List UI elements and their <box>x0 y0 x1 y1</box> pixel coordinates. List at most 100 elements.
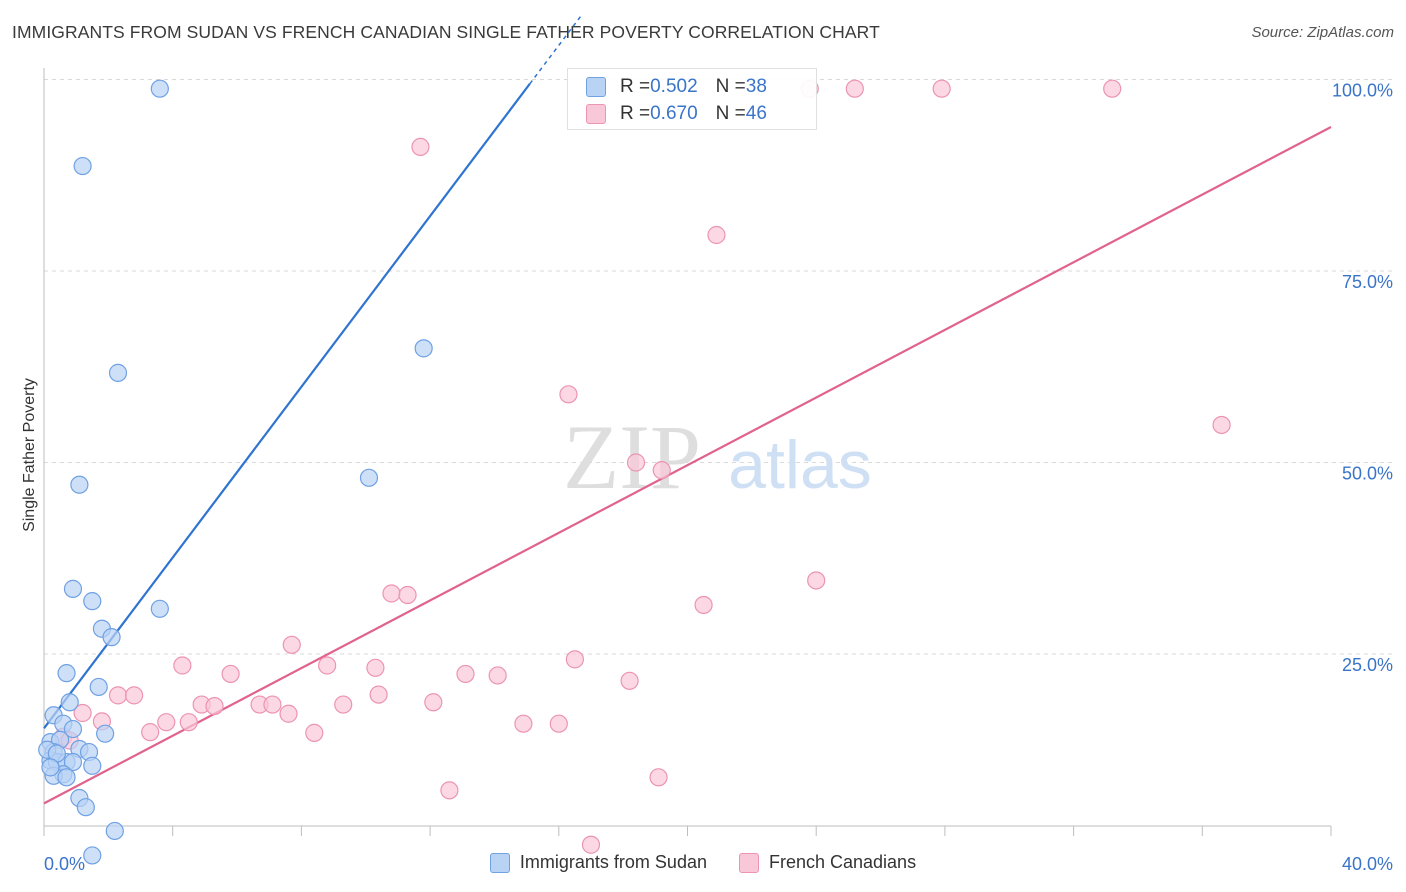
french-point[interactable] <box>369 685 388 704</box>
y-tick-label: 50.0% <box>1342 464 1393 484</box>
chart-title: IMMIGRANTS FROM SUDAN VS FRENCH CANADIAN… <box>12 22 880 42</box>
x-tick-label: 0.0% <box>44 854 85 874</box>
stats-r-label: R = <box>620 76 651 97</box>
sudan-point[interactable] <box>102 628 121 647</box>
french-point[interactable] <box>124 686 144 705</box>
sudan-point[interactable] <box>150 79 169 98</box>
french-point[interactable] <box>263 695 282 714</box>
french-point[interactable] <box>845 79 864 98</box>
legend-item-sudan[interactable]: Immigrants from Sudan <box>489 852 707 873</box>
french-point[interactable] <box>1212 415 1231 435</box>
french-point[interactable] <box>424 693 443 712</box>
french-point[interactable] <box>440 781 459 800</box>
french-point[interactable] <box>382 584 401 603</box>
french-point[interactable] <box>334 695 353 714</box>
legend-item-french[interactable]: French Canadians <box>738 852 917 873</box>
tick-labels: 25.0% 50.0% 75.0% 100.0% 0.0% 40.0% <box>44 81 1393 875</box>
y-tick-label: 100.0% <box>1332 81 1393 101</box>
stats-n-label: N = <box>715 76 746 97</box>
sudan-point[interactable] <box>76 798 95 817</box>
french-point[interactable] <box>221 664 240 684</box>
stats-r-label: R = <box>620 103 651 124</box>
sudan-point[interactable] <box>60 693 79 712</box>
stats-r-value: 0.670 <box>650 103 698 124</box>
french-trendline <box>43 126 1332 805</box>
axes <box>43 68 1332 836</box>
source-label: Source: ZipAtlas.com <box>1251 24 1394 41</box>
french-point[interactable] <box>282 635 301 654</box>
french-point[interactable] <box>549 714 568 733</box>
sudan-point[interactable] <box>63 579 83 598</box>
sudan-point[interactable] <box>63 752 83 772</box>
stats-row-sudan: R = 0.502 N = 38 <box>586 74 767 100</box>
french-point[interactable] <box>694 595 713 615</box>
legend-label-sudan: Immigrants from Sudan <box>519 852 707 872</box>
french-point[interactable] <box>707 225 726 245</box>
french-point[interactable] <box>1103 79 1122 98</box>
y-tick-label: 25.0% <box>1342 655 1393 675</box>
french-point[interactable] <box>807 571 826 590</box>
french-point[interactable] <box>411 137 430 157</box>
watermark-atlas: atlas <box>728 427 872 503</box>
french-point[interactable] <box>488 666 507 685</box>
french-point[interactable] <box>649 768 668 787</box>
sudan-point[interactable] <box>63 719 83 739</box>
sudan-point[interactable] <box>73 156 92 176</box>
stats-n-label: N = <box>715 103 746 124</box>
grid-lines <box>44 79 1394 655</box>
french-point[interactable] <box>279 704 298 723</box>
sudan-trendline <box>43 83 531 729</box>
stats-row-french: R = 0.670 N = 46 <box>586 101 767 127</box>
french-point[interactable] <box>565 650 584 669</box>
legend-label-french: French Canadians <box>768 852 917 872</box>
sudan-point[interactable] <box>108 363 128 382</box>
sudan-point[interactable] <box>96 724 115 743</box>
watermark: ZIP atlas <box>563 406 872 508</box>
stats-n-value: 46 <box>745 103 767 124</box>
french-point[interactable] <box>108 686 128 705</box>
y-tick-label: 75.0% <box>1342 272 1393 292</box>
x-tick-label: 40.0% <box>1342 854 1393 874</box>
legend-swatch-sudan <box>489 852 510 873</box>
sudan-swatch <box>586 77 606 97</box>
french-swatch <box>586 104 606 124</box>
french-point[interactable] <box>652 461 671 480</box>
sudan-point[interactable] <box>105 821 124 841</box>
sudan-point[interactable] <box>57 664 76 683</box>
french-point[interactable] <box>173 656 192 675</box>
sudan-point[interactable] <box>150 599 169 618</box>
sudan-point[interactable] <box>89 677 108 697</box>
stats-r-value: 0.502 <box>650 76 698 97</box>
legend: Immigrants from Sudan French Canadians <box>0 852 1406 873</box>
sudan-point[interactable] <box>70 475 89 494</box>
sudan-point[interactable] <box>41 758 60 777</box>
y-axis-label: Single Father Poverty <box>21 378 38 532</box>
french-point[interactable] <box>141 723 160 742</box>
french-point[interactable] <box>157 713 176 732</box>
french-point[interactable] <box>305 723 324 742</box>
french-point[interactable] <box>179 713 198 732</box>
french-point[interactable] <box>626 453 646 472</box>
french-point[interactable] <box>514 714 533 733</box>
french-point[interactable] <box>559 385 578 404</box>
stats-n-value: 38 <box>745 76 767 97</box>
french-point[interactable] <box>366 658 385 677</box>
sudan-point[interactable] <box>83 592 102 611</box>
french-point[interactable] <box>398 585 417 605</box>
data-points <box>38 79 1231 865</box>
french-point[interactable] <box>456 664 475 684</box>
french-point[interactable] <box>205 696 224 716</box>
sudan-point[interactable] <box>83 756 102 775</box>
sudan-point[interactable] <box>359 468 379 487</box>
french-point[interactable] <box>581 835 601 854</box>
sudan-point[interactable] <box>414 339 433 358</box>
sudan-point[interactable] <box>83 846 102 865</box>
french-point[interactable] <box>620 671 639 690</box>
french-point[interactable] <box>318 656 337 675</box>
french-point[interactable] <box>932 79 951 98</box>
sudan-point[interactable] <box>57 768 76 787</box>
french-point[interactable] <box>73 703 92 723</box>
trendlines <box>43 15 1332 805</box>
stats-box: R = 0.502 N = 38 R = 0.670 N = 46 <box>567 68 817 130</box>
